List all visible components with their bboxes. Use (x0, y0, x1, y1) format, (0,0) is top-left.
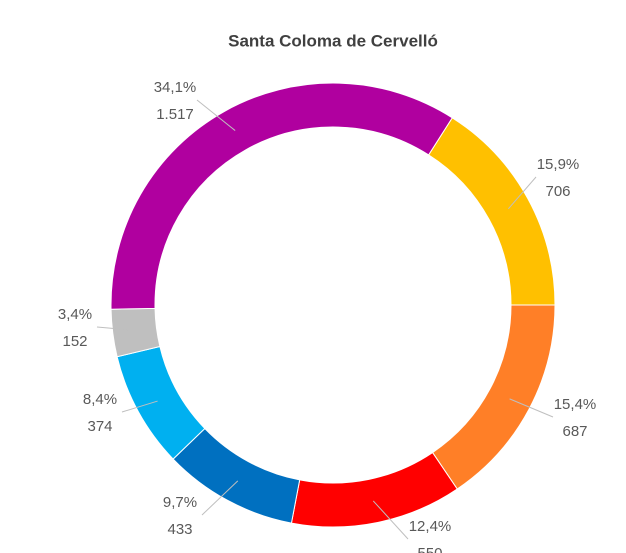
leader-line (121, 400, 158, 413)
percent-label: 34,1% (154, 79, 197, 96)
value-label: 433 (167, 521, 192, 538)
leader-line (372, 500, 409, 540)
chart-title: Santa Coloma de Cervelló (228, 31, 438, 50)
value-label: 687 (562, 423, 587, 440)
percent-label: 15,4% (554, 396, 597, 413)
value-label: 374 (87, 418, 112, 435)
percent-label: 15,9% (537, 156, 580, 173)
donut-segment (431, 304, 556, 490)
donut-segment (290, 451, 458, 528)
leader-line (96, 326, 135, 331)
percent-label: 8,4% (83, 391, 117, 408)
leader-line (509, 398, 554, 418)
donut-segment (427, 117, 556, 306)
leader-line (507, 176, 537, 210)
percent-label: 12,4% (409, 518, 452, 535)
value-label: 706 (545, 183, 570, 200)
percent-label: 3,4% (58, 306, 92, 323)
value-label: 152 (62, 333, 87, 350)
donut-segment (110, 82, 453, 310)
value-label: 1.517 (156, 106, 194, 123)
value-label: 550 (417, 545, 442, 553)
leader-line (196, 99, 236, 131)
percent-label: 9,7% (163, 494, 197, 511)
leader-line (201, 480, 239, 516)
